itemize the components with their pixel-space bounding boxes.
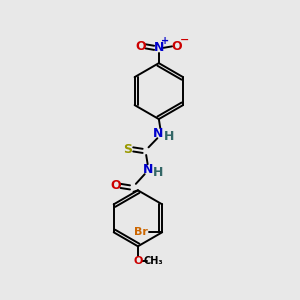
Text: O: O [135, 40, 146, 53]
Text: −: − [179, 35, 189, 45]
Text: H: H [164, 130, 174, 143]
Text: N: N [153, 127, 164, 140]
Text: Br: Br [134, 227, 148, 237]
Text: H: H [153, 166, 163, 178]
Text: S: S [123, 143, 132, 156]
Text: O: O [172, 40, 182, 53]
Text: N: N [154, 41, 164, 54]
Text: N: N [142, 163, 153, 176]
Text: +: + [161, 36, 169, 46]
Text: O: O [133, 256, 142, 266]
Text: O: O [110, 179, 121, 192]
Text: CH₃: CH₃ [143, 256, 163, 266]
